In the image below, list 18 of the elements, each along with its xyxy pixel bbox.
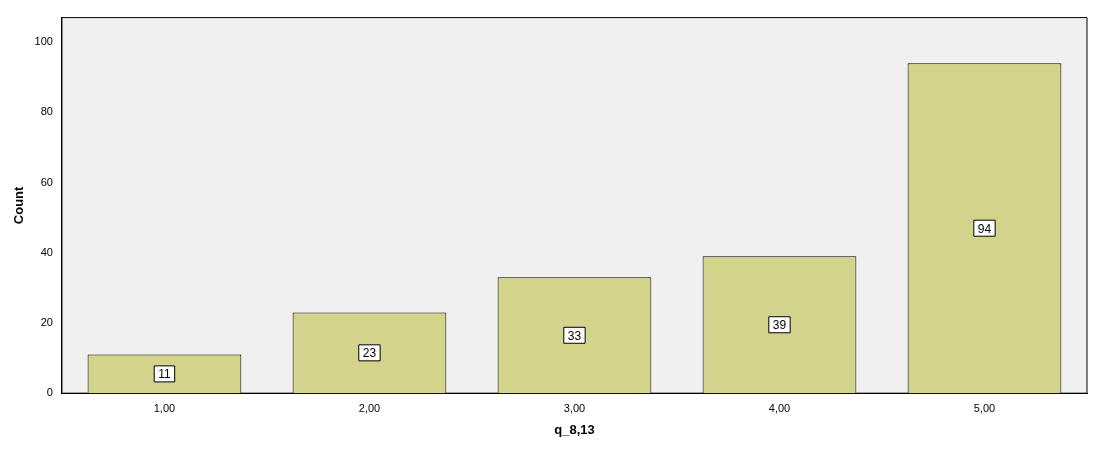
x-tick-label: 5,00 [973, 401, 996, 414]
y-tick-label: 60 [40, 175, 53, 188]
data-label: 23 [362, 346, 377, 361]
data-label: 33 [567, 328, 582, 343]
data-label: 11 [158, 367, 172, 382]
y-tick-label: 100 [34, 35, 53, 48]
y-tick-label: 20 [40, 316, 53, 329]
y-tick-label: 80 [40, 105, 53, 118]
y-axis-title: Count [11, 185, 27, 225]
y-tick-label: 40 [40, 245, 53, 258]
x-tick-label: 1,00 [153, 401, 176, 414]
x-tick-label: 2,00 [358, 401, 381, 414]
y-tick-label: 0 [46, 386, 53, 399]
data-label: 39 [772, 318, 787, 333]
x-axis-title: q_8,13 [554, 421, 595, 437]
data-label: 94 [977, 221, 992, 236]
x-tick-label: 4,00 [768, 401, 791, 414]
x-tick-label: 3,00 [563, 401, 586, 414]
